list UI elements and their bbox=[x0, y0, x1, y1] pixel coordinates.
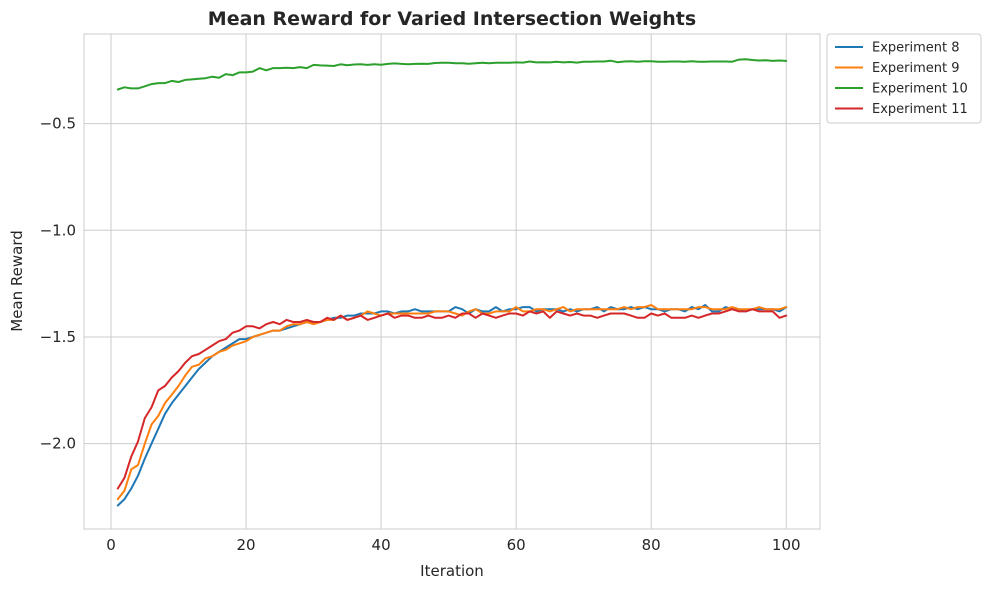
x-tick-label: 40 bbox=[372, 536, 391, 554]
y-tick-label: −2.0 bbox=[40, 435, 76, 453]
x-tick-label: 60 bbox=[507, 536, 526, 554]
series-line-experiment-8 bbox=[116, 304, 788, 507]
series-line-experiment-10 bbox=[116, 58, 788, 91]
y-axis-label: Mean Reward bbox=[8, 230, 26, 332]
x-tick-label: 100 bbox=[772, 536, 801, 554]
grid bbox=[84, 34, 820, 529]
x-tick-label: 0 bbox=[106, 536, 116, 554]
y-tick-label: −0.5 bbox=[40, 115, 76, 133]
x-tick-label: 20 bbox=[237, 536, 256, 554]
series-line-experiment-9 bbox=[116, 304, 788, 501]
legend: Experiment 8 Experiment 9 Experiment 10 Exp… bbox=[826, 33, 982, 124]
x-tick-label: 80 bbox=[642, 536, 661, 554]
series-lines bbox=[116, 58, 788, 507]
y-tick-label: −1.0 bbox=[40, 221, 76, 239]
chart-title: Mean Reward for Varied Intersection Weig… bbox=[208, 8, 696, 30]
series-line-experiment-11 bbox=[116, 308, 788, 490]
legend-entry: Experiment 9 bbox=[872, 61, 960, 76]
legend-entry: Experiment 11 bbox=[872, 102, 968, 117]
legend-entry: Experiment 8 bbox=[872, 41, 960, 56]
legend-entry: Experiment 10 bbox=[872, 82, 968, 97]
tick-labels: 0 20 40 60 80 100 −2.0 −1.5 −1.0 −0.5 bbox=[40, 115, 801, 554]
legend-box bbox=[826, 33, 982, 124]
y-tick-label: −1.5 bbox=[40, 328, 76, 346]
x-axis-label: Iteration bbox=[420, 562, 484, 580]
plot-frame bbox=[83, 33, 821, 530]
